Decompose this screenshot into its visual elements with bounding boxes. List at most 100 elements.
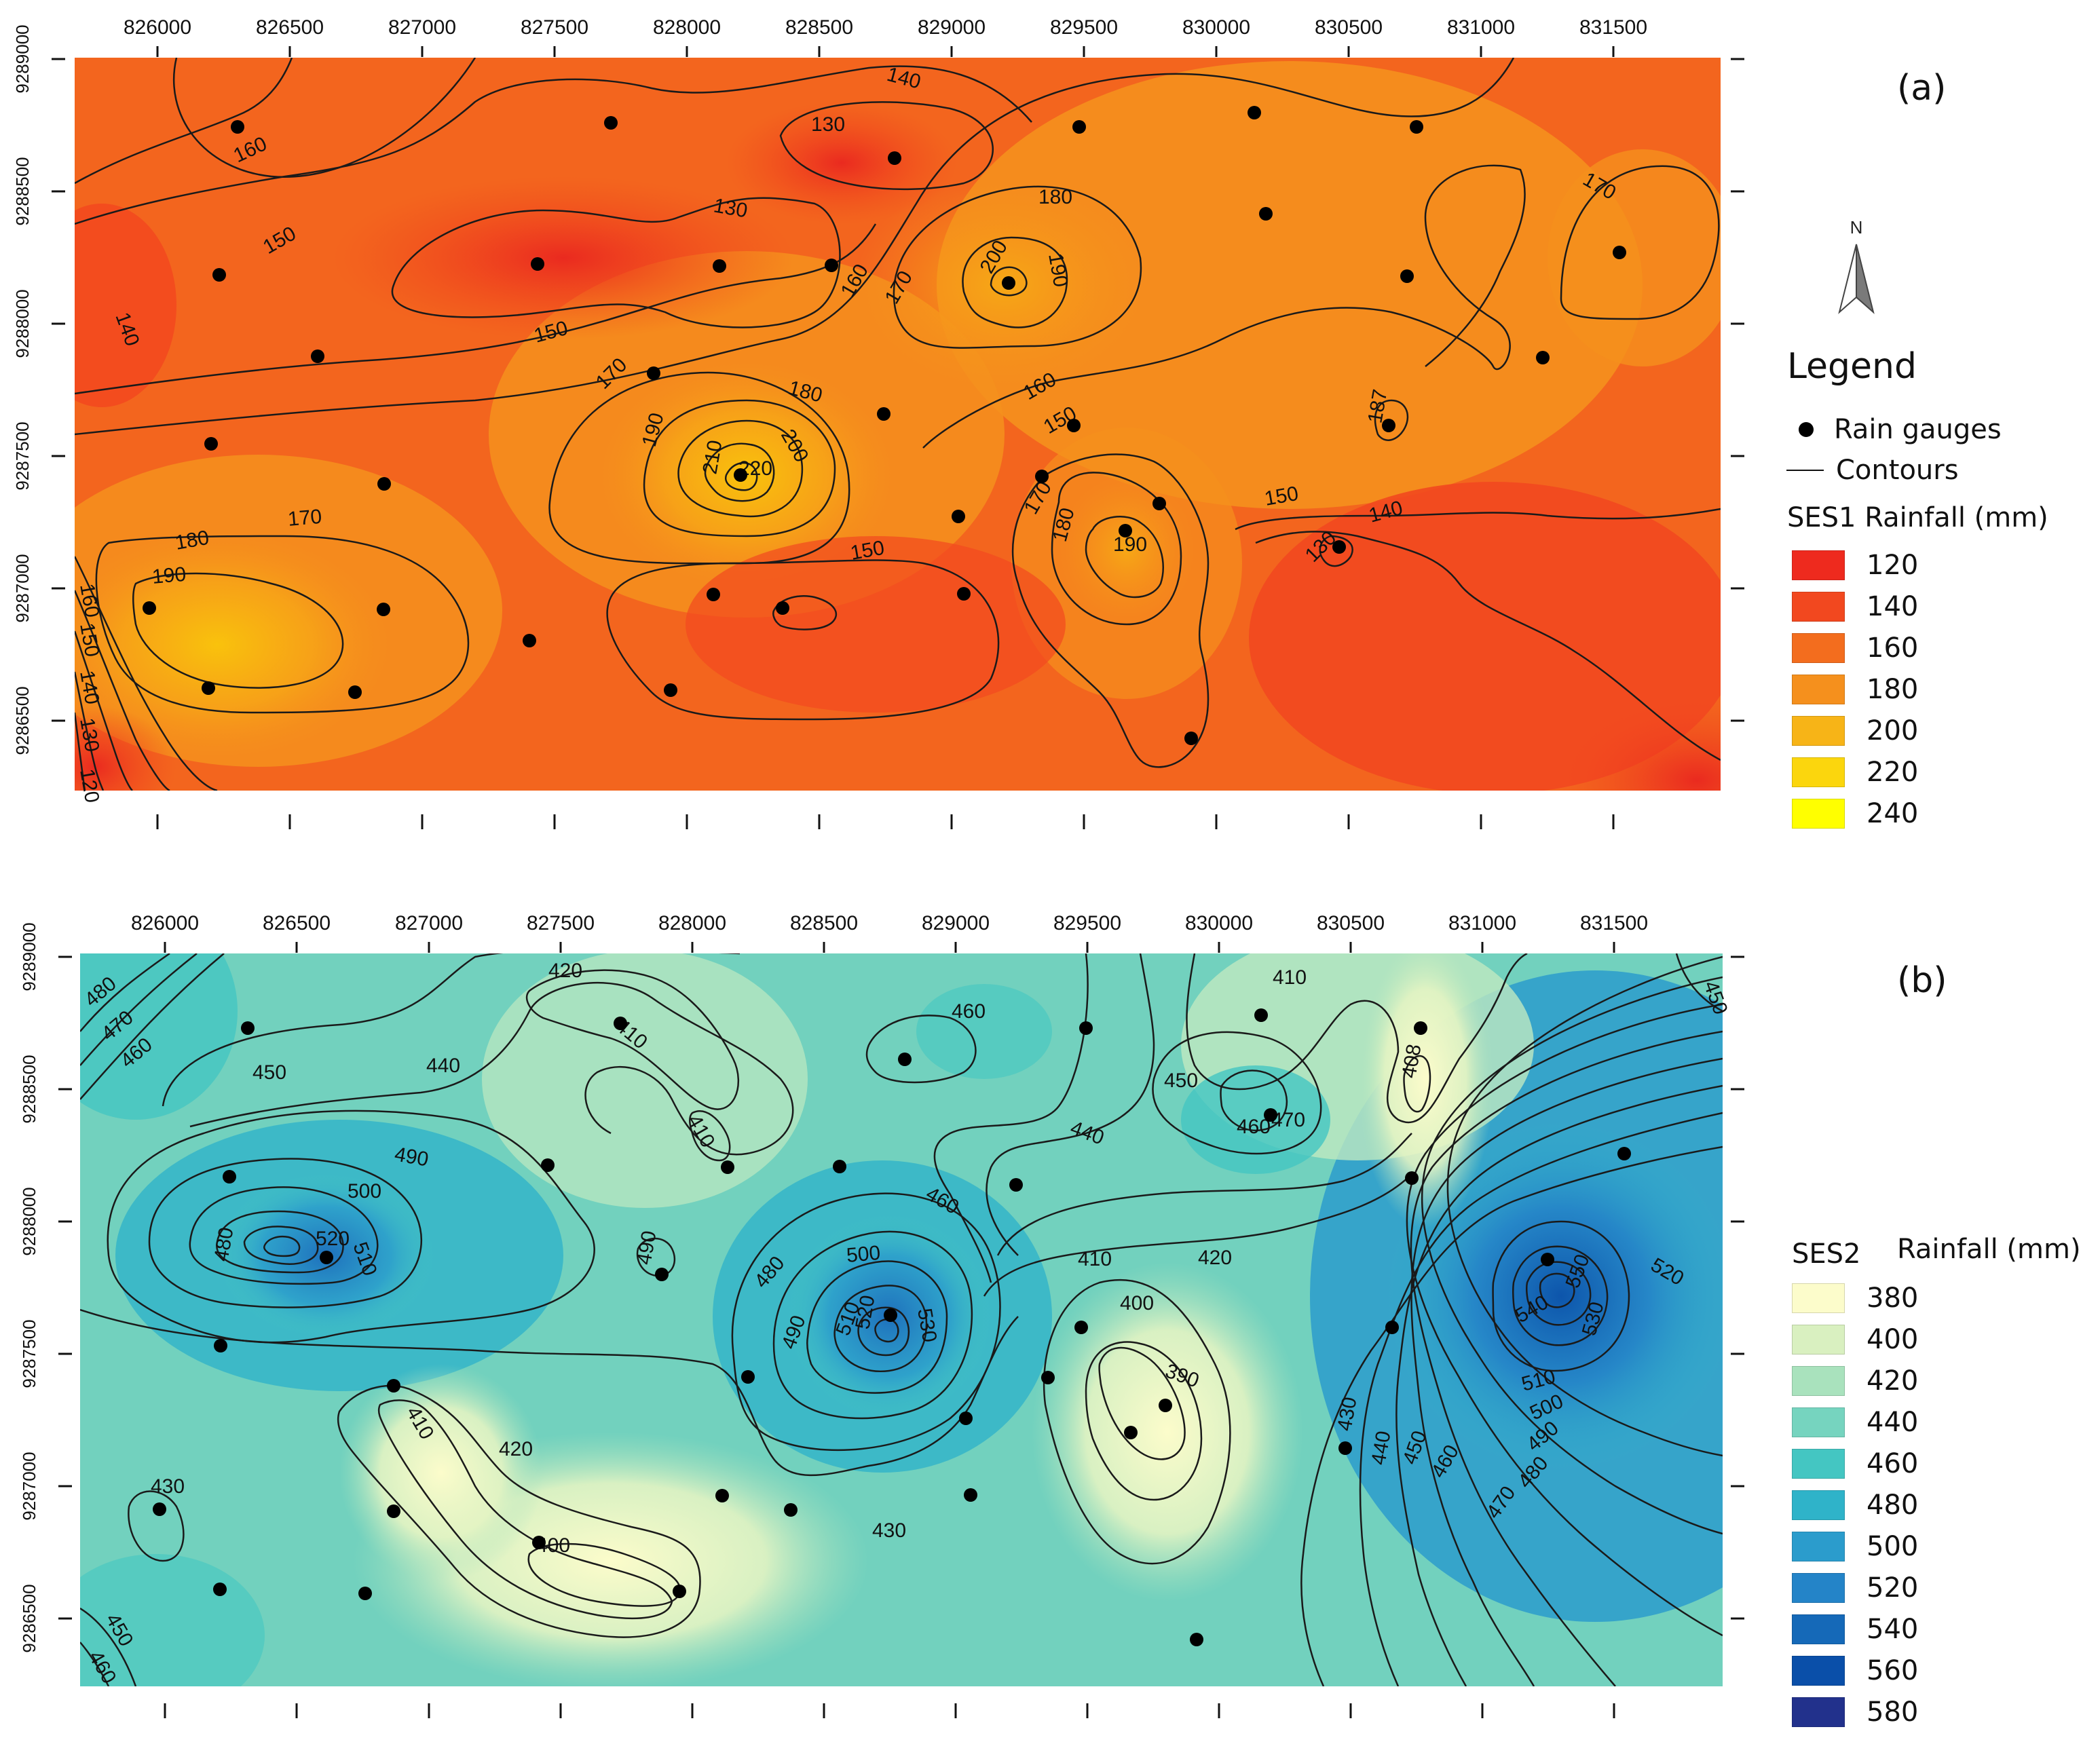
scale-value: 180	[1867, 674, 1919, 705]
rain-gauge	[734, 468, 747, 482]
legend-item-contours: Contours	[1786, 455, 1959, 486]
rain-gauge	[1124, 1426, 1138, 1439]
contour-label: 180	[1038, 186, 1072, 208]
scale-row: 220	[1792, 757, 1918, 788]
rain-gauge	[888, 151, 901, 165]
scale-value: 560	[1867, 1655, 1919, 1686]
contour-label: 410	[1273, 966, 1307, 989]
rain-gauge	[377, 477, 391, 491]
rain-gauge	[884, 1308, 897, 1322]
map-a-svg: 140 130 160 150 130 140 150 180 200 190 …	[12, 16, 1744, 829]
rain-gauge	[833, 1160, 846, 1173]
map-a-contours	[75, 58, 1721, 791]
y-tick-label: 9289000	[12, 24, 33, 93]
y-tick-label: 9287500	[12, 421, 33, 490]
y-tick-label: 9288500	[12, 157, 33, 225]
rain-gauge	[1009, 1178, 1023, 1192]
rain-gauge	[1190, 1633, 1203, 1646]
map-b-tick-marks	[58, 942, 1744, 1718]
scale-value: 460	[1867, 1448, 1919, 1479]
scale-row: 140	[1792, 591, 1918, 622]
y-tick-label: 9286500	[12, 686, 33, 755]
legend-item-label: Contours	[1836, 455, 1959, 486]
scale-value: 480	[1867, 1490, 1919, 1521]
rain-gauge	[1035, 470, 1049, 483]
scale-row: 440	[1792, 1407, 1918, 1438]
scale-value: 200	[1867, 715, 1919, 746]
rain-gauge	[311, 349, 324, 363]
scale-swatch	[1792, 633, 1845, 663]
x-tick-label: 827000	[388, 16, 456, 39]
rain-gauge	[784, 1503, 798, 1517]
x-tick-label: 826500	[256, 16, 324, 39]
x-tick-label: 830500	[1315, 16, 1383, 39]
contour-label: 190	[151, 563, 187, 588]
contour-label: 440	[426, 1055, 460, 1077]
rain-gauge	[241, 1021, 255, 1035]
scale-swatch	[1792, 1490, 1845, 1520]
x-tick-label: 830000	[1185, 912, 1253, 934]
rain-gauge	[655, 1268, 669, 1281]
contour-label: 430	[872, 1519, 906, 1542]
panel-label-b: (b)	[1897, 960, 1947, 1001]
rain-gauge	[1410, 120, 1423, 134]
scale-swatch	[1792, 1697, 1845, 1727]
scale-row: 160	[1792, 632, 1918, 664]
rain-gauge	[202, 681, 215, 695]
x-tick-label: 827500	[521, 16, 588, 39]
scale-row: 240	[1792, 798, 1918, 829]
contour-label: 460	[1237, 1116, 1271, 1138]
rain-gauge	[153, 1502, 166, 1516]
scale-value: 240	[1867, 798, 1919, 829]
y-tick-label: 9288000	[12, 289, 33, 358]
rain-gauge	[1382, 419, 1395, 432]
legend-item-label: Rain gauges	[1834, 414, 2002, 445]
scale-row: 560	[1792, 1655, 1918, 1686]
x-tick-label: 828000	[658, 912, 726, 934]
scale-swatch	[1792, 592, 1845, 622]
rain-gauge	[715, 1489, 729, 1502]
scale-value: 160	[1867, 632, 1919, 664]
rain-gauge	[1072, 120, 1086, 134]
x-tick-label: 831500	[1580, 912, 1648, 934]
map-b-svg: 480 470 460 420 410 460 450 440 450 410 …	[19, 912, 1744, 1718]
scale-swatch	[1792, 1656, 1845, 1686]
rain-gauge-icon	[1799, 422, 1814, 437]
contour-label: 430	[151, 1475, 185, 1498]
x-tick-label: 828000	[653, 16, 721, 39]
rain-gauge	[1067, 419, 1081, 432]
scale-row: 540	[1792, 1614, 1918, 1645]
contour-label: 500	[348, 1180, 381, 1203]
scale-swatch	[1792, 799, 1845, 829]
rain-gauge	[1119, 524, 1132, 537]
rain-gauge	[1002, 276, 1015, 290]
rain-gauge	[1248, 106, 1261, 119]
x-tick-label: 829000	[922, 912, 990, 934]
x-tick-label: 828500	[785, 16, 853, 39]
rain-gauge	[1332, 540, 1346, 554]
rain-gauge	[204, 437, 218, 451]
x-tick-label: 826000	[124, 16, 191, 39]
x-tick-label: 827000	[395, 912, 463, 934]
contour-label: 190	[1113, 533, 1147, 556]
scale-value: 500	[1867, 1531, 1919, 1562]
rain-gauge	[1385, 1321, 1399, 1334]
y-tick-label: 9287000	[12, 554, 33, 622]
x-tick-label: 829500	[1050, 16, 1118, 39]
rain-gauge	[1613, 246, 1626, 259]
map-b-raster	[80, 953, 1723, 1686]
x-tick-label: 829500	[1053, 912, 1121, 934]
scale-swatch	[1792, 550, 1845, 580]
rain-gauge	[721, 1160, 734, 1174]
map-b-contours	[80, 953, 1723, 1686]
north-label: N	[1850, 217, 1863, 238]
x-tick-label: 831000	[1448, 912, 1516, 934]
rain-gauge	[387, 1379, 400, 1393]
scale-swatch	[1792, 675, 1845, 704]
scale-row: 520	[1792, 1572, 1918, 1604]
scale-value: 580	[1867, 1697, 1919, 1728]
rain-gauge	[647, 366, 660, 380]
rain-gauge	[1338, 1441, 1352, 1455]
rain-gauge	[1405, 1171, 1419, 1185]
map-a-tick-marks	[52, 46, 1744, 829]
